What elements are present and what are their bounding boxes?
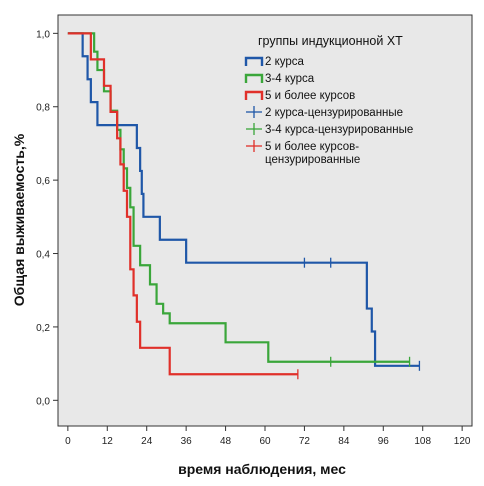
y-tick-label: 0,8 [36,103,50,114]
legend-label-6: 5 и более курсов- [265,141,359,153]
legend-label-5: 3-4 курса-цензурированные [265,124,413,136]
x-tick-label: 12 [102,436,114,447]
x-tick-label: 72 [299,436,311,447]
series-layer [67,32,421,380]
legend-label-6: цензурированные [265,154,360,166]
legend-swatch-2 [244,73,264,83]
x-tick-label: 84 [338,436,350,447]
legend-swatch-3 [244,90,264,100]
x-tick-label: 36 [181,436,193,447]
x-tick-label: 120 [454,436,471,447]
x-axis: 0 12 24 36 48 60 72 84 96 108 120 [65,426,471,447]
series-line-2 [67,32,410,363]
plot-area [57,14,473,427]
x-tick-label: 96 [378,436,390,447]
y-tick-label: 0,2 [36,323,50,334]
series-line-1 [67,32,420,367]
legend-label-3: 5 и более курсов [265,90,355,102]
legend-label-1: 2 курса [265,56,305,68]
x-tick-label: 60 [259,436,271,447]
legend-label-2: 3-4 курса [265,73,315,85]
legend: группы индукционной ХТ 2 курса 3-4 курса 5 … [244,34,413,166]
legend-swatch-1 [244,56,264,66]
x-axis-title: время наблюдения, мес [178,461,346,477]
y-tick-label: 0,4 [36,250,50,261]
y-tick-label: 0,6 [36,176,50,187]
legend-label-4: 2 курса-цензурированные [265,107,403,119]
y-tick-label: 1,0 [36,29,50,40]
legend-title: группы индукционной ХТ [258,34,403,48]
x-tick-label: 48 [220,436,232,447]
series-line-3 [67,32,298,376]
x-tick-label: 24 [141,436,153,447]
y-tick-label: 0,0 [36,396,50,407]
y-axis-title: Общая выживаемость,% [11,133,27,306]
x-tick-label: 0 [65,436,71,447]
y-axis: 0,0 0,2 0,4 0,6 0,8 1,0 [36,29,58,407]
x-tick-label: 108 [414,436,431,447]
